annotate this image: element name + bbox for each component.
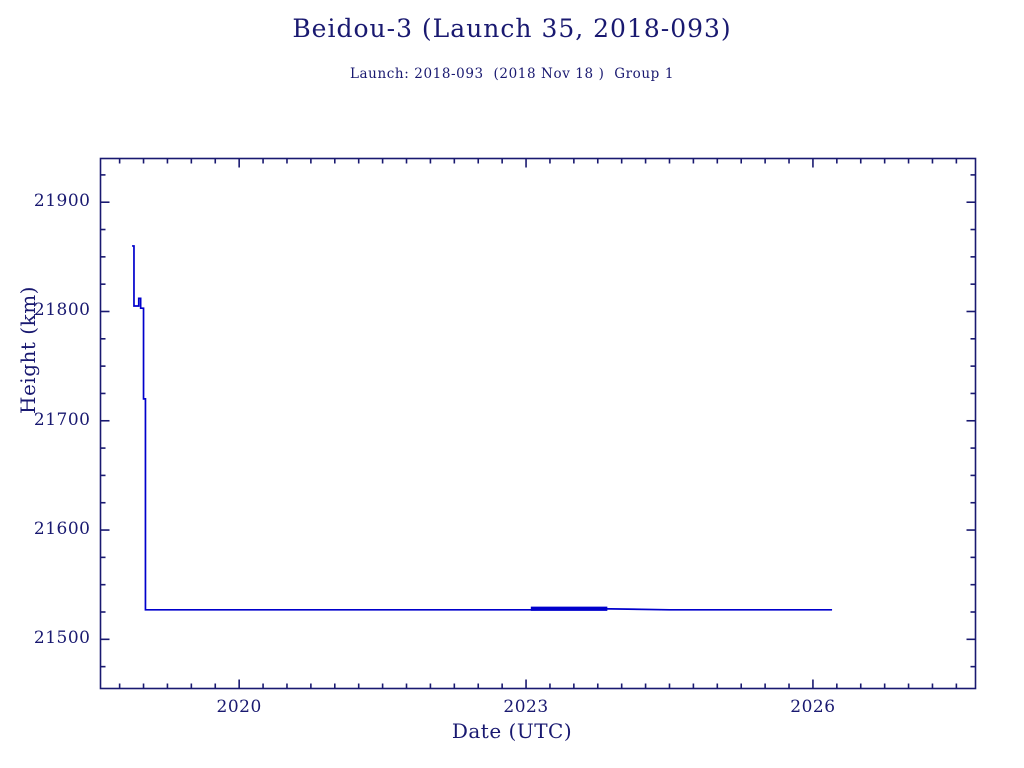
y-tick-label: 21600 (33, 519, 91, 540)
x-tick-label: 2020 (216, 696, 262, 717)
y-tick-label: 21500 (33, 628, 91, 649)
x-axis-label: Date (UTC) (451, 719, 573, 743)
y-tick-label: 21700 (33, 409, 91, 430)
plot-frame (99, 157, 977, 690)
x-tick-label: 2026 (790, 696, 836, 717)
data-line-0 (132, 245, 833, 611)
y-tick-label: 21900 (33, 191, 91, 212)
x-tick-label: 2023 (503, 696, 549, 717)
y-tick-label: 21800 (33, 300, 91, 321)
chart-subtitle: Launch: 2018-093 (2018 Nov 18 ) Group 1 (349, 66, 675, 82)
axes-layer (99, 157, 977, 690)
data-series-layer (132, 245, 833, 611)
chart-title: Beidou-3 (Launch 35, 2018-093) (292, 14, 732, 43)
